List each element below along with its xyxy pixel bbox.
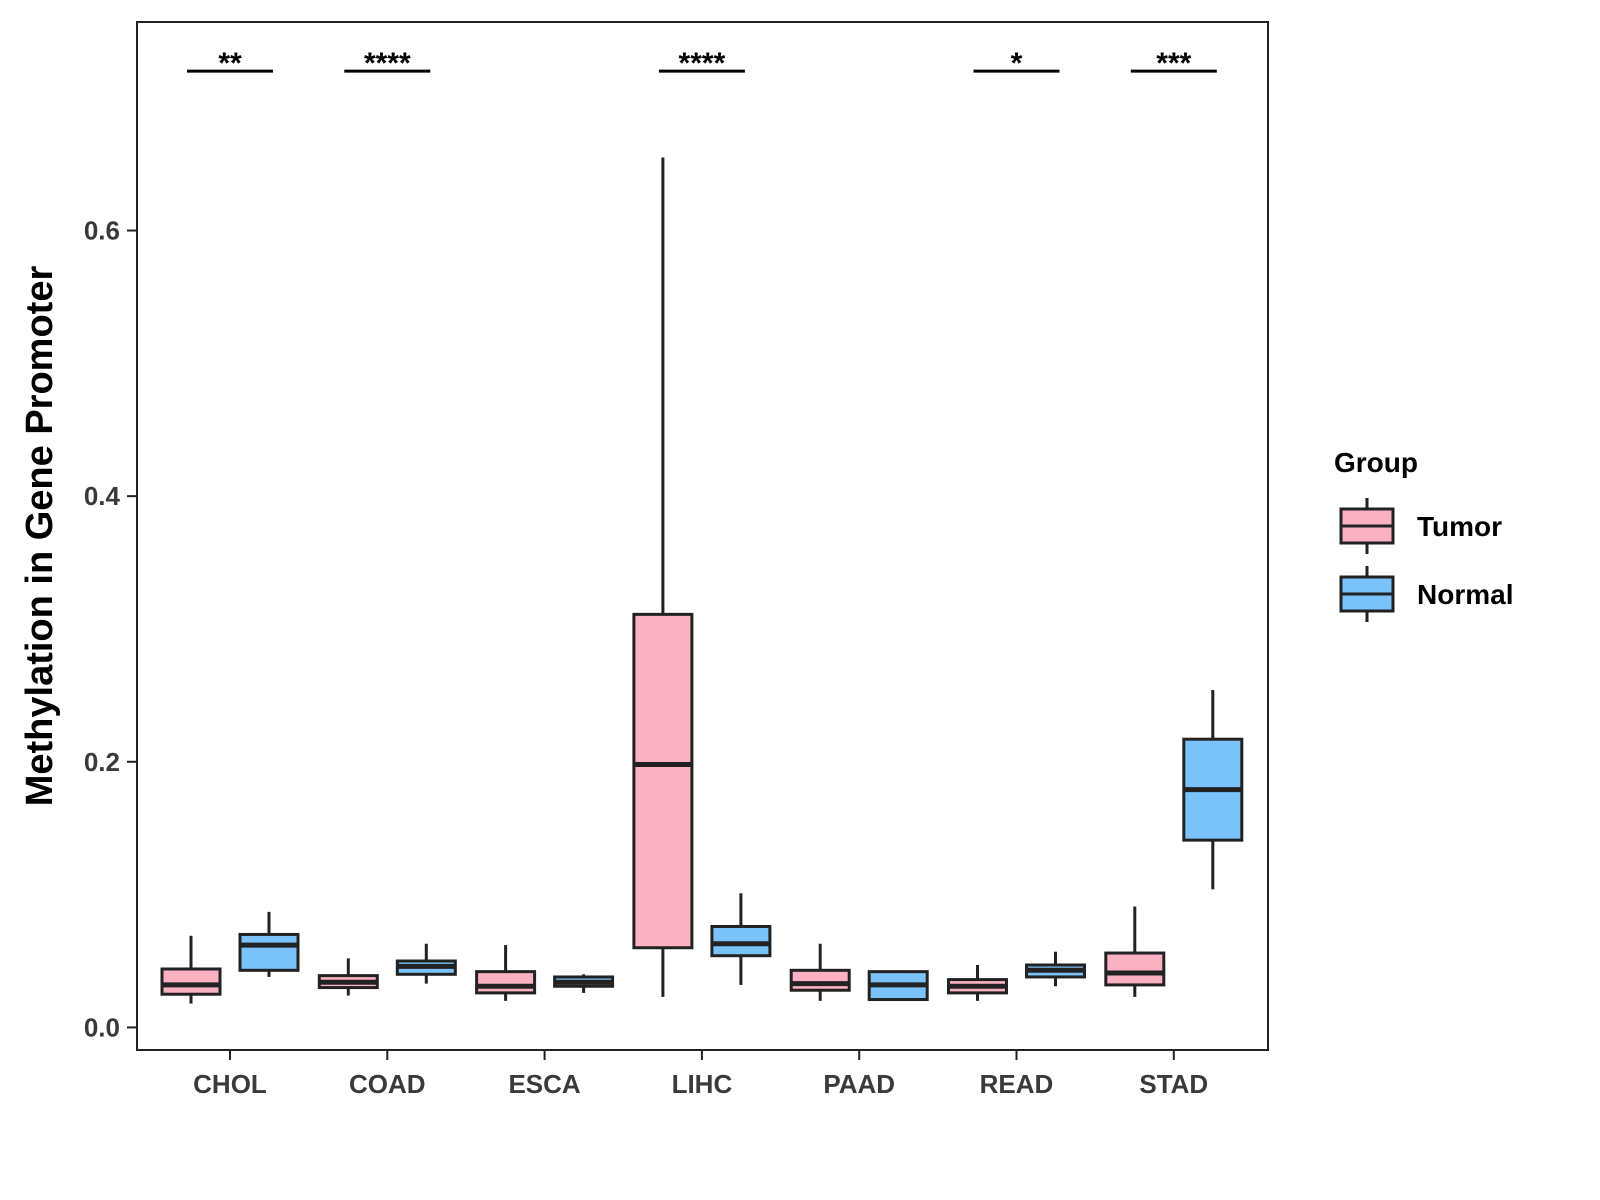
legend-item-tumor: Tumor xyxy=(1339,498,1502,554)
box-tumor-read xyxy=(947,964,1008,1001)
y-tick-label: 0.4 xyxy=(84,481,121,511)
box-body xyxy=(1104,951,1166,987)
x-tick-label-read: READ xyxy=(980,1069,1054,1099)
box-normal-paad xyxy=(867,970,929,1002)
box-tumor-esca xyxy=(475,945,537,1001)
significance-label: * xyxy=(1011,47,1023,80)
box-tumor-coad xyxy=(317,958,379,996)
significance-label: **** xyxy=(364,47,411,80)
box-tumor-paad xyxy=(789,943,851,1001)
box-tumor-chol xyxy=(160,935,222,1004)
box-body xyxy=(632,612,694,950)
box-normal-chol xyxy=(238,911,300,977)
legend-item-normal: Normal xyxy=(1339,566,1513,622)
x-tick-label-stad: STAD xyxy=(1139,1069,1208,1099)
y-axis-title: Methylation in Gene Promoter xyxy=(19,266,61,807)
significance-label: **** xyxy=(679,47,726,80)
legend-label: Tumor xyxy=(1417,511,1502,542)
significance-label: *** xyxy=(1156,47,1191,80)
box-normal-coad xyxy=(395,943,457,984)
legend-label: Normal xyxy=(1417,579,1513,610)
box-normal-stad xyxy=(1182,690,1244,890)
legend: Group Tumor Normal xyxy=(1334,447,1513,622)
significance-label: ** xyxy=(218,47,242,80)
box-body xyxy=(475,970,537,995)
x-tick-label-lihc: LIHC xyxy=(672,1069,733,1099)
box-normal-esca xyxy=(553,974,615,993)
x-tick-label-chol: CHOL xyxy=(193,1069,267,1099)
box-body xyxy=(160,967,222,996)
box-normal-lihc xyxy=(710,893,772,985)
chart-marks: 0.0 0.2 0.4 0.6 CHOL COAD ESCA LIHC PAAD READ STAD… xyxy=(84,47,1244,1099)
plot-panel xyxy=(136,21,1269,1051)
box-tumor-stad xyxy=(1104,906,1166,997)
y-tick-label: 0.0 xyxy=(84,1012,120,1042)
box-body xyxy=(710,924,772,958)
box-body xyxy=(789,968,851,992)
box-tumor-lihc xyxy=(632,157,694,997)
x-tick-label-coad: COAD xyxy=(349,1069,426,1099)
y-tick-label: 0.6 xyxy=(84,216,120,246)
box-normal-read xyxy=(1025,951,1086,987)
x-tick-label-paad: PAAD xyxy=(823,1069,895,1099)
y-tick-label: 0.2 xyxy=(84,747,120,777)
box-body xyxy=(238,932,300,972)
x-tick-label-esca: ESCA xyxy=(508,1069,580,1099)
legend-title: Group xyxy=(1334,447,1418,478)
